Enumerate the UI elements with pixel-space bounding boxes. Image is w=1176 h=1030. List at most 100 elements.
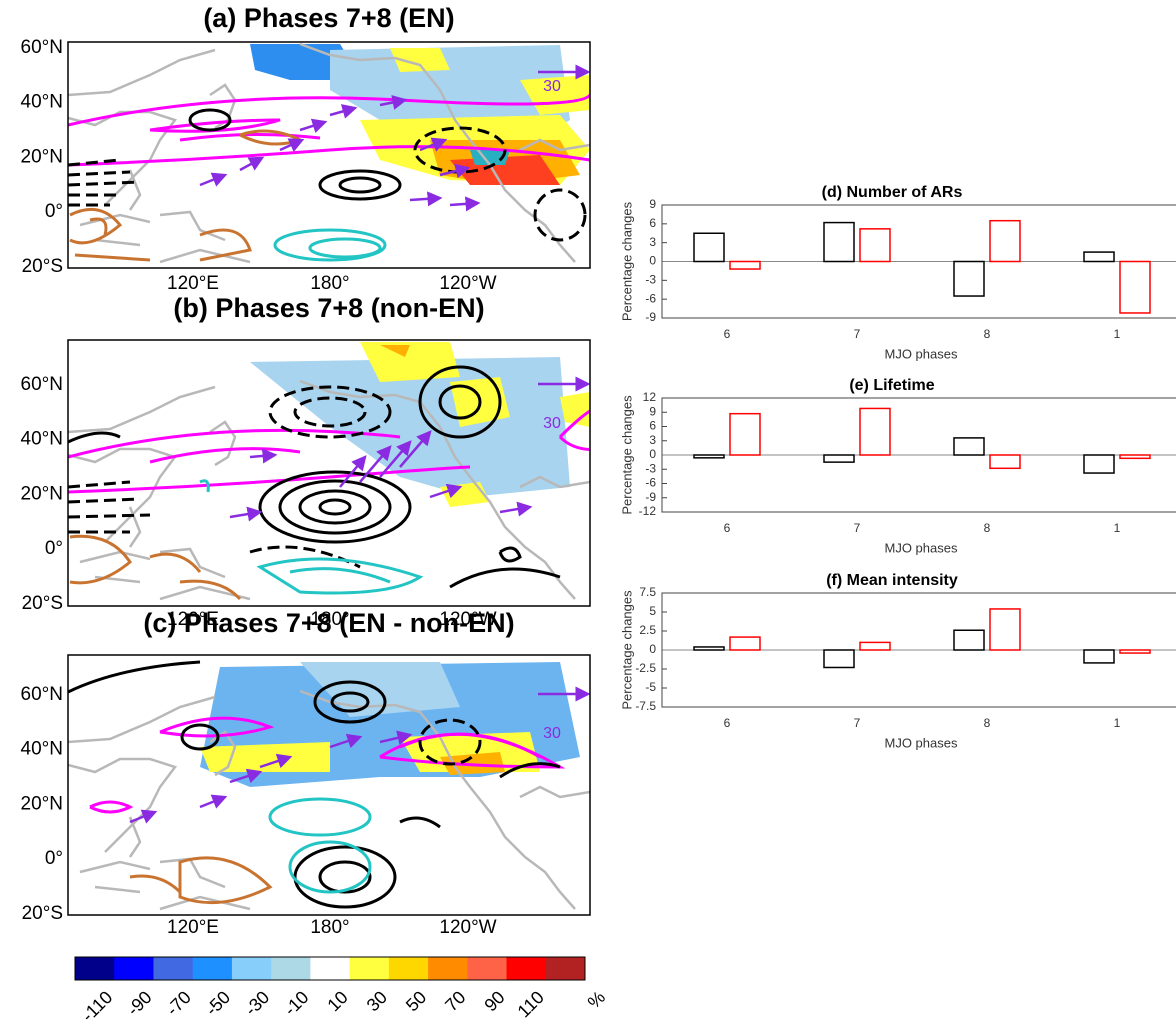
map-x-tick-label: 120°E (167, 609, 219, 630)
x-axis-label: MJO phases (885, 346, 958, 361)
x-tick-label: 1 (1114, 521, 1121, 535)
map-panel-b (67, 339, 591, 607)
plot-frame (661, 592, 1176, 708)
colorbar-swatch (506, 957, 547, 980)
y-tick-label: 3 (649, 235, 656, 249)
bar (729, 412, 761, 456)
map-x-tick-label: 120°W (439, 917, 496, 938)
bar (989, 454, 1021, 470)
y-axis-label: Percentage changes (619, 395, 634, 515)
colorbar-label: 50 (402, 987, 430, 1015)
colorbar-label: 10 (323, 987, 351, 1015)
colorbar-label: 30 (363, 987, 391, 1015)
colorbar-swatch (545, 957, 586, 980)
map-y-tick-label: 60°N (21, 37, 63, 58)
plot-frame (661, 397, 1176, 513)
y-tick-label: 9 (649, 197, 656, 211)
vector-label: 30 (543, 415, 561, 432)
y-tick-label: 6 (649, 216, 656, 230)
y-axis-label: Percentage changes (619, 201, 634, 321)
bar (1119, 454, 1151, 460)
y-tick-label: -3 (645, 273, 656, 287)
map-y-tick-label: 40°N (21, 429, 63, 450)
colorbar-label: -50 (202, 987, 235, 1020)
y-axis-label: Percentage changes (619, 590, 634, 710)
bar (953, 260, 985, 297)
map-panel-c (67, 654, 591, 916)
bar (823, 454, 855, 463)
bar (1083, 649, 1115, 664)
map-y-tick-label: 40°N (21, 739, 63, 760)
y-tick-label: 3 (649, 433, 656, 447)
map-y-tick-label: 0° (45, 201, 63, 222)
map-x-tick-label: 180° (310, 609, 349, 630)
colorbar-swatch (310, 957, 351, 980)
y-tick-label: 9 (649, 404, 656, 418)
bar (729, 636, 761, 651)
x-axis-label: MJO phases (885, 540, 958, 555)
map-y-tick-label: 20°S (22, 593, 63, 614)
map-y-tick-label: 20°S (22, 903, 63, 924)
colorbar-swatch (428, 957, 468, 980)
map-y-tick-label: 60°N (21, 684, 63, 705)
map-title: (b) Phases 7+8 (non-EN) (173, 293, 484, 323)
colorbar-swatch (153, 957, 194, 980)
map-x-tick-label: 180° (310, 917, 349, 938)
x-tick-label: 6 (724, 327, 731, 341)
colorbar-swatch (349, 957, 390, 980)
bar (859, 407, 891, 456)
bar (693, 232, 725, 263)
y-tick-label: 0 (649, 642, 656, 656)
vector-label: 30 (543, 725, 561, 742)
colorbar-label: 110 (514, 987, 548, 1021)
y-tick-label: -9 (645, 310, 656, 324)
map-y-tick-label: 0° (45, 538, 63, 559)
x-axis-label: MJO phases (885, 735, 958, 750)
x-tick-label: 7 (854, 327, 861, 341)
bar (1119, 649, 1151, 654)
x-tick-label: 1 (1114, 716, 1121, 730)
colorbar-swatch (192, 957, 233, 980)
colorbar-swatch (231, 957, 272, 980)
y-tick-label: 12 (643, 390, 657, 404)
y-tick-label: -3 (645, 461, 656, 475)
map-panel-a (67, 41, 591, 269)
colorbar-label: % (584, 987, 609, 1012)
chart-title: (d) Number of ARs (822, 184, 963, 201)
bar (859, 228, 891, 263)
map-y-tick-label: 60°N (21, 374, 63, 395)
bar (823, 649, 855, 669)
map-x-tick-label: 120°W (439, 273, 496, 294)
map-y-tick-label: 20°N (21, 793, 63, 814)
bar (823, 221, 855, 263)
colorbar-label: -110 (78, 987, 117, 1026)
plot-frame (661, 204, 1176, 319)
colorbar-swatch (75, 957, 115, 980)
map-y-tick-label: 20°N (21, 146, 63, 167)
x-tick-label: 7 (854, 716, 861, 730)
y-tick-label: 7.5 (639, 585, 656, 599)
y-tick-label: -5 (645, 680, 656, 694)
y-tick-label: -6 (645, 291, 656, 305)
y-tick-label: 6 (649, 419, 656, 433)
colorbar-swatch (388, 957, 429, 980)
y-tick-label: -6 (645, 476, 656, 490)
bar (953, 629, 985, 651)
map-title: (a) Phases 7+8 (EN) (203, 3, 454, 33)
colorbar-swatch (467, 957, 508, 980)
colorbar-swatch (114, 957, 154, 980)
y-tick-label: -9 (645, 490, 656, 504)
y-tick-label: -12 (639, 504, 657, 518)
colorbar-label: -10 (280, 987, 313, 1020)
y-tick-label: 0 (649, 254, 656, 268)
x-tick-label: 8 (984, 521, 991, 535)
map-x-tick-label: 120°E (167, 917, 219, 938)
bar (989, 608, 1021, 651)
y-tick-label: 2.5 (639, 623, 656, 637)
map-x-tick-label: 120°E (167, 273, 219, 294)
bar (989, 219, 1021, 263)
bar (1083, 454, 1115, 474)
bar (1119, 260, 1151, 314)
vector-label: 30 (543, 78, 561, 95)
y-tick-label: -2.5 (635, 661, 656, 675)
